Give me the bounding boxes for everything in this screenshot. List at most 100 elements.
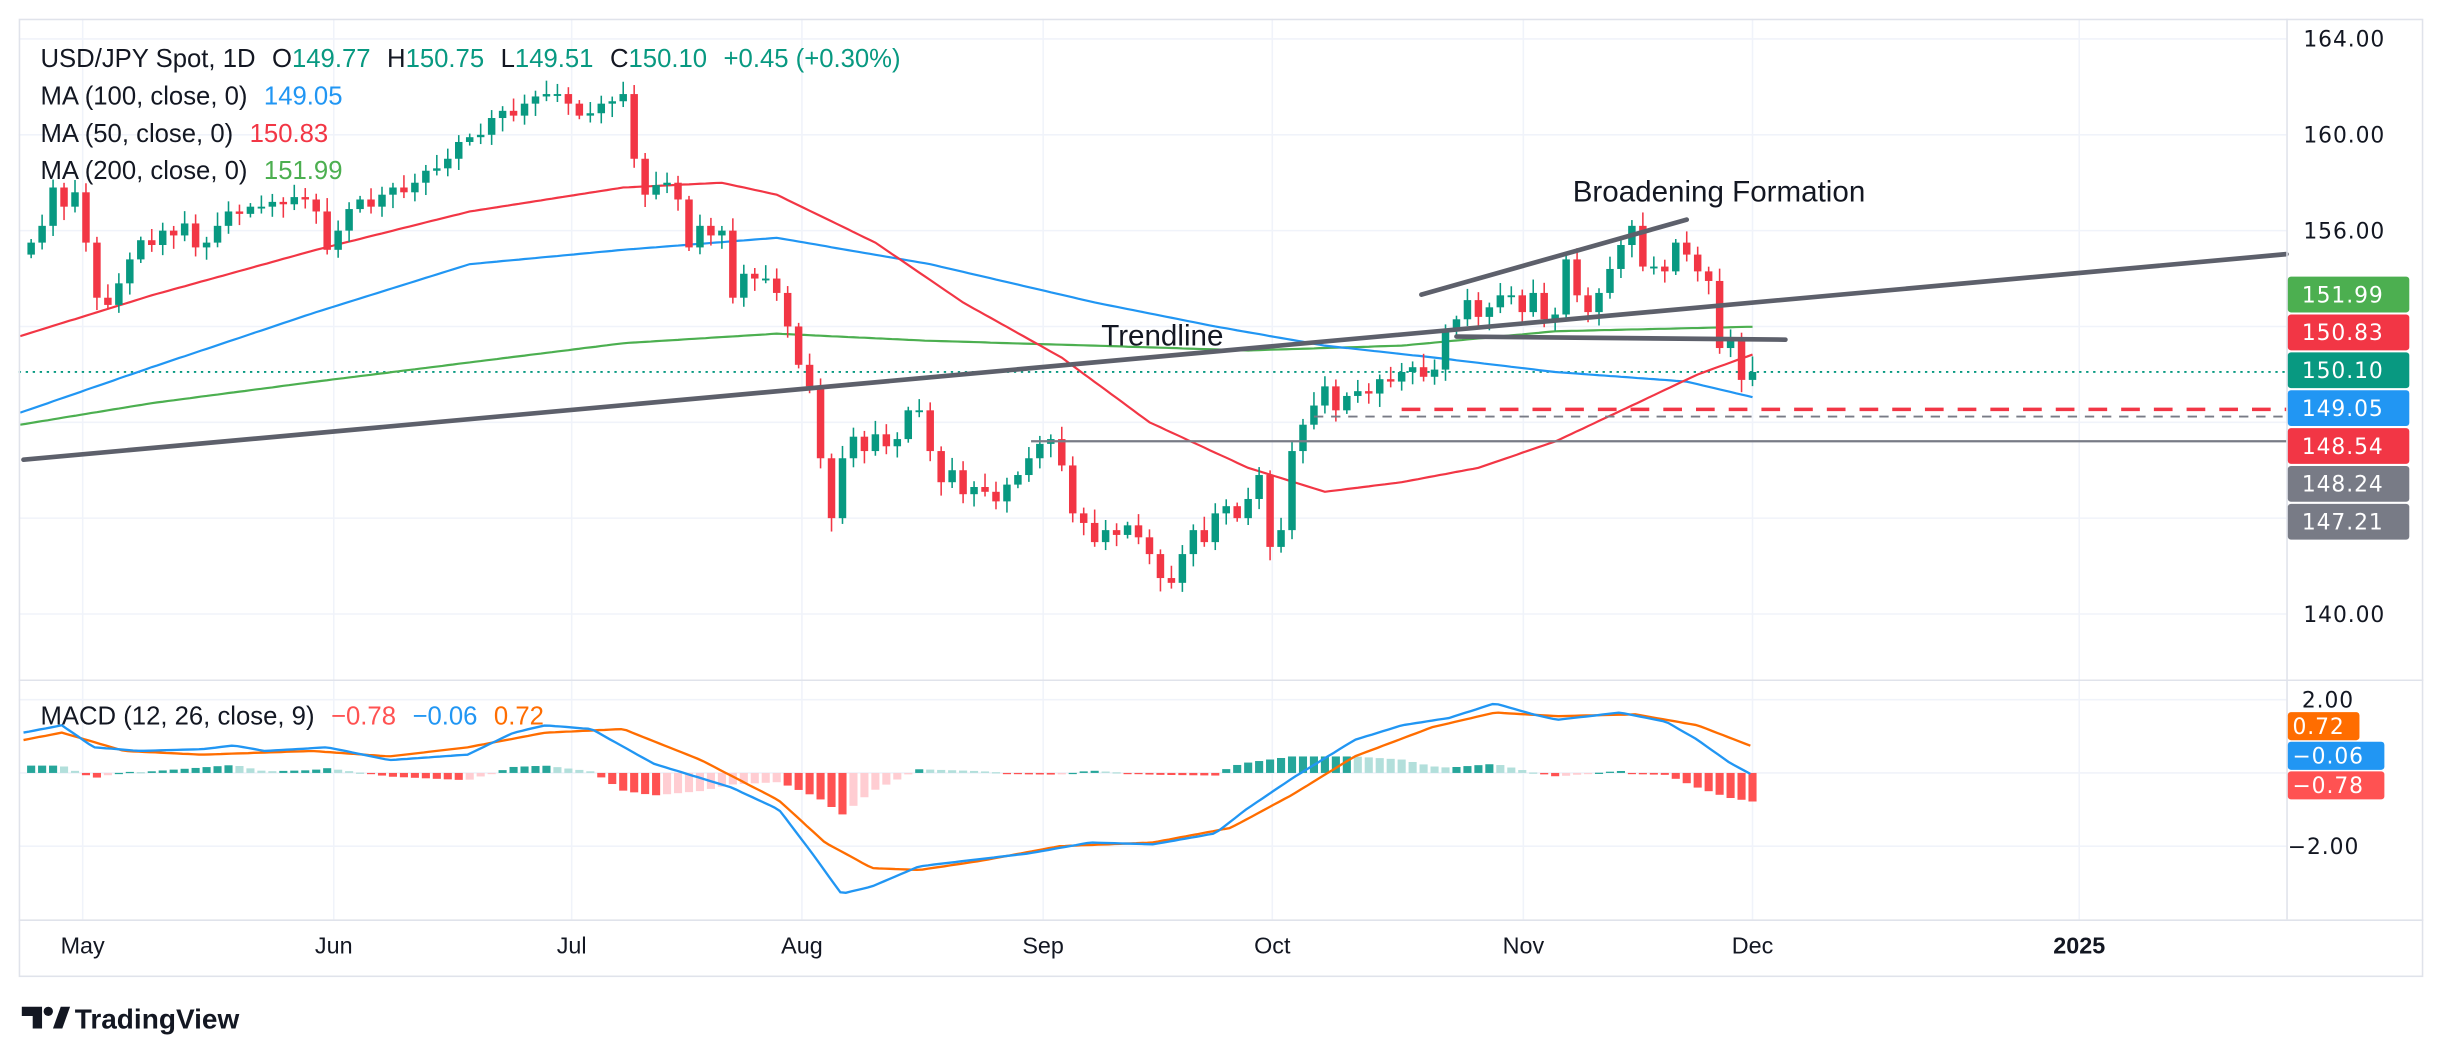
candle — [893, 432, 902, 458]
macd-badge[interactable]: 0.72 — [2287, 712, 2360, 741]
candle-body — [1704, 271, 1713, 281]
candle — [816, 378, 825, 469]
candle — [1233, 502, 1241, 522]
macd-histogram-bar — [1145, 772, 1154, 775]
macd-histogram-bar — [1485, 764, 1494, 773]
candle — [312, 193, 320, 224]
candle-body — [729, 230, 737, 298]
candle-body — [1025, 458, 1033, 476]
price-axis-label: 160.00 — [2303, 124, 2385, 149]
macd-histogram-bar — [542, 765, 551, 773]
candle-body — [805, 364, 814, 387]
candle-body — [1332, 386, 1340, 411]
macd-badge[interactable]: −0.78 — [2287, 771, 2385, 800]
candle — [1058, 426, 1066, 472]
axes[interactable]: 140.00 160.00 156.00 164.00 151.99 150.83 150.… — [61, 28, 2410, 959]
macd-histogram-bar — [147, 771, 156, 773]
candle — [882, 424, 891, 455]
macd-histogram-bar — [1353, 756, 1362, 773]
annotation-label[interactable]: Trendline — [1101, 319, 1223, 352]
price-badge[interactable]: 150.83 — [2287, 314, 2410, 351]
candle — [1672, 239, 1680, 275]
candle — [718, 225, 726, 249]
candle-body — [1255, 475, 1263, 499]
macd-legend[interactable]: MACD (12, 26, close, 9) −0.78 −0.06 0.72 — [40, 703, 543, 731]
candle — [60, 182, 68, 221]
candle-body — [465, 137, 474, 142]
symbol-label: USD/JPY Spot, 1D — [40, 45, 255, 73]
ma100-legend[interactable]: MA (100, close, 0) 149.05 — [40, 82, 342, 110]
macd-histogram-bar — [1342, 756, 1351, 773]
candle-body — [169, 230, 178, 236]
candle-body — [1474, 300, 1483, 317]
macd-histogram-bar — [1748, 772, 1757, 802]
candle-body — [279, 201, 288, 205]
annotation-label[interactable]: Broadening Formation — [1573, 176, 1866, 209]
tradingview-logo[interactable]: TradingView — [21, 1004, 240, 1035]
candle — [422, 164, 430, 196]
candle-body — [1277, 530, 1285, 547]
candle-body — [1036, 443, 1044, 459]
macd-histogram-bar — [169, 769, 178, 773]
macd-histogram-bar — [1474, 765, 1483, 773]
candle-body — [268, 201, 277, 207]
price-badge[interactable]: 148.54 — [2287, 428, 2410, 464]
broadening-upper-line[interactable] — [1419, 217, 1690, 297]
trendline[interactable] — [21, 251, 2289, 463]
candle — [246, 203, 255, 218]
candle — [1737, 332, 1746, 393]
ma50-legend[interactable]: MA (50, close, 0) 150.83 — [40, 120, 328, 148]
macd-histogram-bar — [586, 771, 595, 773]
candle — [1332, 379, 1340, 422]
price-badge[interactable]: 147.21 — [2287, 503, 2410, 540]
candle-body — [411, 182, 419, 193]
candle-body — [1485, 307, 1494, 317]
macd-histogram-bar — [334, 769, 343, 773]
ma200-legend[interactable]: MA (200, close, 0) 151.99 — [40, 157, 342, 185]
macd-histogram-bar — [1101, 771, 1110, 773]
candle — [389, 182, 397, 209]
price-badge[interactable]: 149.05 — [2287, 390, 2410, 427]
macd-badge-bg — [2287, 771, 2385, 800]
macd-histogram-bar — [1090, 770, 1099, 773]
macd-histogram-bar — [1068, 772, 1077, 775]
macd-badge[interactable]: −0.06 — [2287, 741, 2385, 770]
macd-histogram-bar — [1638, 772, 1647, 775]
price-badge[interactable]: 150.10 — [2287, 352, 2410, 389]
macd-histogram-bar — [213, 766, 222, 773]
macd-histogram-bar — [695, 772, 705, 792]
candle — [751, 267, 759, 291]
candle-body — [718, 230, 726, 236]
price-badge[interactable]: 151.99 — [2287, 276, 2410, 313]
macd-histogram-bar — [1320, 756, 1329, 773]
macd-histogram-bar — [893, 772, 902, 780]
candle-body — [433, 168, 441, 171]
candle-body — [1397, 371, 1406, 382]
candle — [1661, 259, 1669, 283]
macd-histogram-bar — [1200, 772, 1209, 776]
broadening-lower-line[interactable] — [1454, 334, 1788, 342]
candle — [630, 85, 638, 168]
drawings[interactable]: Trendline Broadening Formation — [21, 176, 2289, 463]
candle — [970, 481, 978, 507]
macd-histogram-bar — [1298, 756, 1308, 773]
macd-histogram-bar — [959, 770, 968, 773]
candle-body — [1617, 245, 1625, 269]
macd-histogram-bar — [246, 768, 255, 773]
price-badge[interactable]: 148.24 — [2287, 465, 2410, 502]
candle-body — [345, 209, 353, 231]
macd-histogram-bar — [619, 772, 628, 791]
candle — [564, 87, 573, 115]
macd-histogram-bar — [1671, 772, 1680, 779]
candle — [498, 106, 507, 132]
macd-histogram-bar — [1419, 764, 1428, 773]
candle-body — [82, 192, 90, 243]
macd-histogram-bar — [70, 770, 80, 773]
candle — [1321, 376, 1329, 414]
time-axis-label: Aug — [781, 933, 823, 959]
candle-body — [115, 283, 123, 305]
candle — [608, 96, 616, 118]
macd-axis-label: −2.00 — [2288, 835, 2359, 860]
